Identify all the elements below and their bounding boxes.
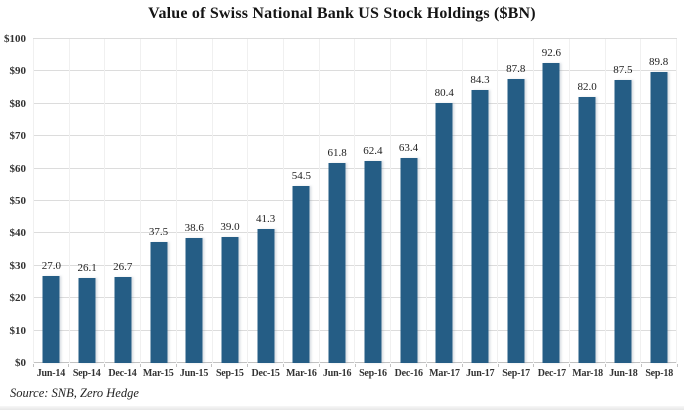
x-tick-label: Jun-17: [462, 364, 499, 379]
bar-value-label: 26.1: [77, 262, 97, 275]
x-tick-label: Sep-16: [355, 364, 392, 379]
bar-value-label: 84.3: [470, 73, 490, 86]
bar: [471, 89, 489, 363]
bar-slot: 87.8: [498, 39, 535, 363]
bar-slot: 38.6: [177, 39, 213, 363]
bar-value-label: 27.0: [41, 259, 61, 272]
bar: [78, 278, 96, 363]
bar: [650, 72, 668, 363]
bar-value-label: 92.6: [541, 46, 562, 59]
bar: [114, 276, 132, 363]
x-tick-label: Mar-15: [140, 364, 177, 379]
x-tick-label: Jun-18: [606, 364, 642, 379]
x-tick-label: Mar-18: [570, 364, 606, 379]
bar-slot: 92.6: [534, 39, 570, 363]
x-tick-label: Dec-17: [534, 364, 570, 379]
bar-slot: 61.8: [320, 39, 356, 363]
y-tick-label: $40: [9, 227, 27, 240]
y-tick-label: $30: [9, 259, 27, 272]
bar-slot: 80.4: [427, 39, 463, 363]
bar-value-label: 87.8: [506, 62, 526, 75]
x-tick-label: Jun-16: [319, 364, 356, 379]
bar: [328, 162, 346, 363]
bar-slot: 41.3: [248, 39, 285, 363]
x-tick-label: Dec-14: [105, 364, 141, 379]
x-tick-label: Sep-18: [641, 364, 678, 379]
bar-value-label: 61.8: [327, 146, 347, 159]
bar: [578, 97, 596, 363]
x-tick-label: Sep-17: [498, 364, 535, 379]
bar-value-label: 26.7: [113, 260, 133, 273]
y-axis: $0 $10 $20 $30 $40 $50 $60 $70 $80 $90 $100: [0, 33, 27, 369]
bar-slot: 84.3: [463, 39, 499, 363]
bar: [507, 78, 525, 363]
bar-slot: 26.1: [70, 39, 106, 363]
bar: [542, 62, 560, 363]
bar-slot: 37.5: [141, 39, 177, 363]
bar-value-label: 63.4: [398, 141, 419, 154]
y-tick-label: $80: [9, 97, 27, 110]
x-axis: Jun-14 Sep-14 Dec-14 Mar-15 Jun-15 Sep-15 Dec-…: [32, 363, 678, 379]
bar-value-label: 87.5: [613, 63, 633, 76]
bar: [257, 229, 275, 363]
bar-value-label: 82.0: [577, 81, 597, 94]
x-tick-label: Sep-14: [69, 364, 105, 379]
bar-slot: 26.7: [105, 39, 142, 363]
bar-slot: 82.0: [570, 39, 606, 363]
x-tick-label: Jun-15: [176, 364, 213, 379]
x-tick-label: Mar-16: [283, 364, 320, 379]
bar: [400, 157, 418, 363]
bar-slot: 54.5: [284, 39, 320, 363]
source-note: Source: SNB, Zero Hedge: [10, 386, 139, 400]
plot-area: 27.0 26.1 26.7 37.5 38.6 39.0 41.3 54.5 61.8 62.4…: [33, 38, 677, 363]
x-tick-label: Dec-15: [248, 364, 284, 379]
bar-value-label: 38.6: [184, 221, 204, 234]
gridline: [33, 38, 677, 39]
bar-slot: 39.0: [213, 39, 249, 363]
y-tick-label: $60: [9, 162, 27, 175]
bar: [292, 186, 310, 363]
bar-slot: 27.0: [33, 39, 70, 363]
bar-value-label: 54.5: [291, 170, 312, 183]
bar-slot: 62.4: [355, 39, 392, 363]
bar: [42, 275, 60, 363]
x-tick-label: Dec-16: [391, 364, 427, 379]
bar: [150, 241, 168, 363]
bar-slot: 63.4: [391, 39, 427, 363]
bar: [185, 237, 203, 363]
bar-value-label: 80.4: [434, 86, 454, 99]
bar-value-label: 41.3: [256, 213, 276, 226]
bars-area: 27.0 26.1 26.7 37.5 38.6 39.0 41.3 54.5 61.8 62.4…: [33, 39, 677, 363]
bar-slot: 89.8: [641, 39, 677, 363]
x-tick-label: Jun-14: [32, 364, 70, 379]
bar-slot: 87.5: [606, 39, 642, 363]
chart-title: Value of Swiss National Bank US Stock Ho…: [148, 5, 536, 22]
bar: [614, 79, 632, 363]
bar-value-label: 39.0: [220, 220, 240, 233]
y-tick-label: $50: [9, 195, 27, 207]
y-tick-label: $20: [9, 292, 27, 305]
bar: [221, 236, 239, 363]
y-tick-label: $100: [4, 33, 26, 45]
y-tick-label: $90: [9, 65, 27, 78]
bottom-edge-strip: [0, 406, 684, 410]
x-tick-label: Sep-15: [212, 364, 248, 379]
x-tick-label: Mar-17: [427, 364, 463, 379]
bar-value-label: 62.4: [363, 144, 383, 157]
y-tick-label: $0: [15, 357, 26, 369]
bar-value-label: 89.8: [648, 56, 669, 69]
bar-value-label: 37.5: [148, 225, 169, 238]
y-tick-label: $10: [9, 324, 27, 337]
bar: [364, 160, 382, 363]
bar: [435, 102, 453, 363]
y-tick-label: $70: [9, 130, 27, 143]
